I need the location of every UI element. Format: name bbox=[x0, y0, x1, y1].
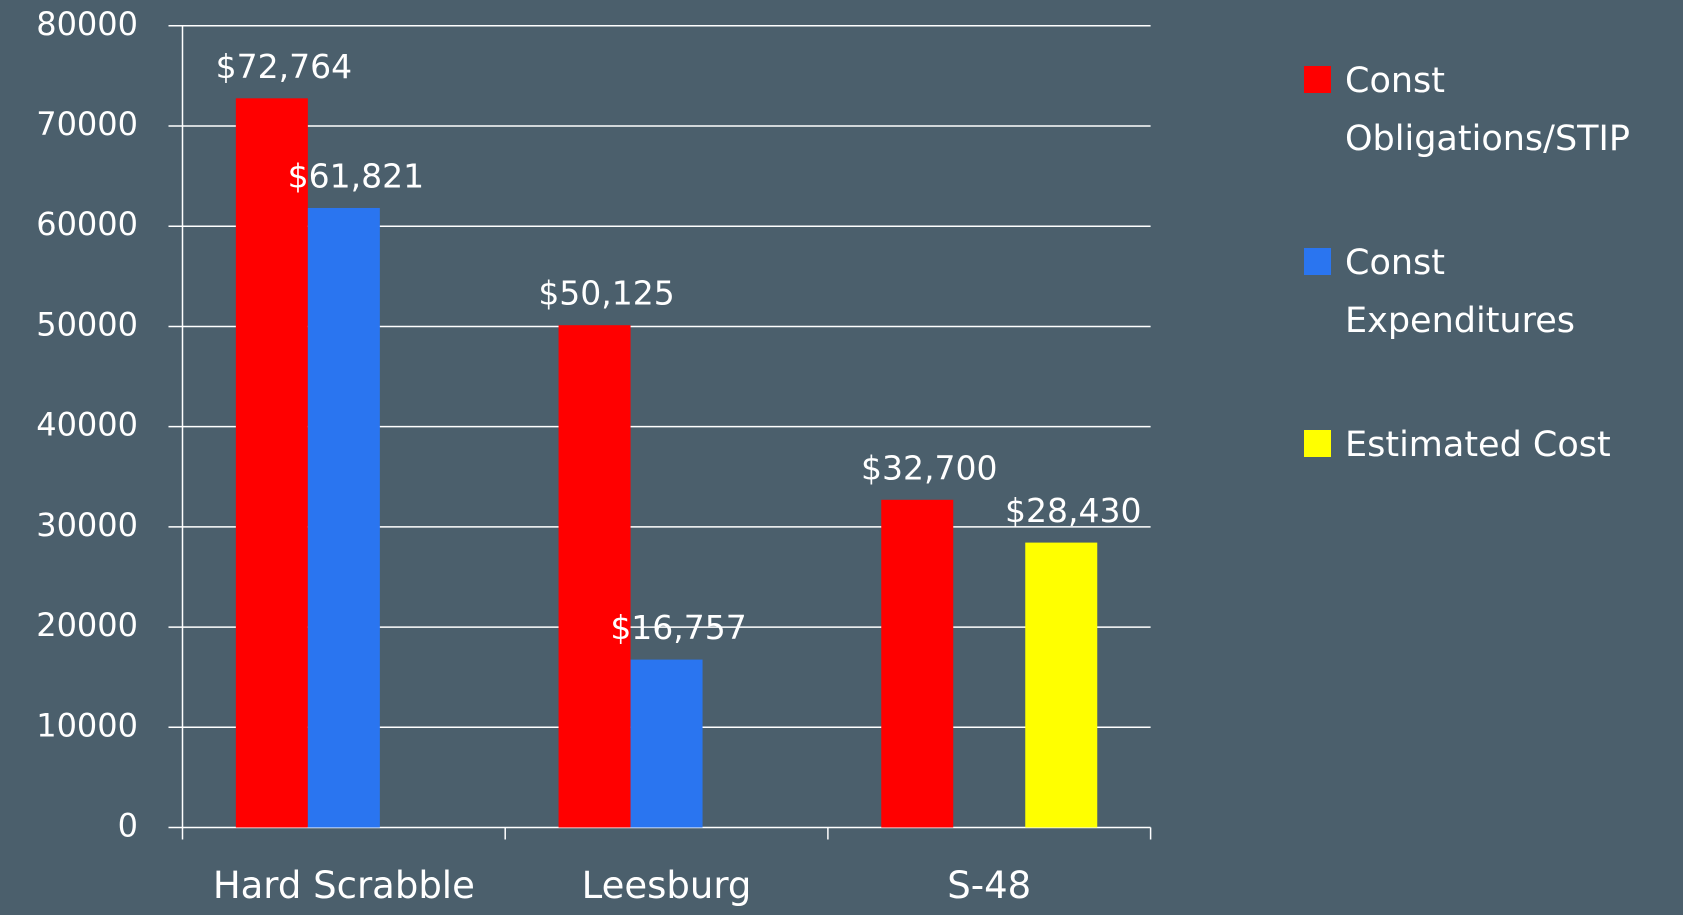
bar bbox=[307, 207, 380, 828]
legend: Const Obligations/STIP Const Expenditures… bbox=[1304, 52, 1683, 540]
bar bbox=[630, 659, 703, 828]
legend-label: Const Expenditures bbox=[1345, 243, 1575, 341]
y-tick-label: 0 bbox=[118, 807, 138, 845]
legend-label: Estimated Cost bbox=[1345, 425, 1611, 465]
x-tick-label: Hard Scrabble bbox=[213, 864, 475, 907]
legend-entry: Const Obligations/STIP bbox=[1304, 52, 1683, 168]
bar bbox=[235, 98, 308, 828]
bar bbox=[881, 499, 954, 828]
legend-entry: Const Expenditures bbox=[1304, 234, 1683, 350]
legend-label: Const Obligations/STIP bbox=[1345, 61, 1630, 159]
value-label: $50,125 bbox=[538, 274, 674, 313]
value-label: $16,757 bbox=[610, 608, 746, 647]
y-tick-label: 50000 bbox=[36, 305, 138, 343]
y-tick-label: 20000 bbox=[36, 606, 138, 644]
x-tick-label: Leesburg bbox=[582, 864, 752, 907]
y-tick-label: 70000 bbox=[36, 105, 138, 143]
y-tick-label: 60000 bbox=[36, 205, 138, 243]
value-label: $32,700 bbox=[861, 448, 997, 487]
y-tick-label: 40000 bbox=[36, 406, 138, 444]
y-tick-label: 80000 bbox=[36, 5, 138, 43]
legend-swatch bbox=[1304, 66, 1331, 93]
value-label: $28,430 bbox=[1005, 491, 1141, 530]
legend-entry: Estimated Cost bbox=[1304, 416, 1683, 474]
x-tick-label: S-48 bbox=[947, 864, 1031, 907]
legend-swatch bbox=[1304, 430, 1331, 457]
y-tick-label: 30000 bbox=[36, 506, 138, 544]
bar bbox=[558, 325, 631, 828]
value-label: $72,764 bbox=[216, 47, 352, 86]
value-label: $61,821 bbox=[288, 156, 424, 195]
bar bbox=[1025, 542, 1098, 828]
legend-swatch bbox=[1304, 248, 1331, 275]
y-tick-label: 10000 bbox=[36, 706, 138, 744]
